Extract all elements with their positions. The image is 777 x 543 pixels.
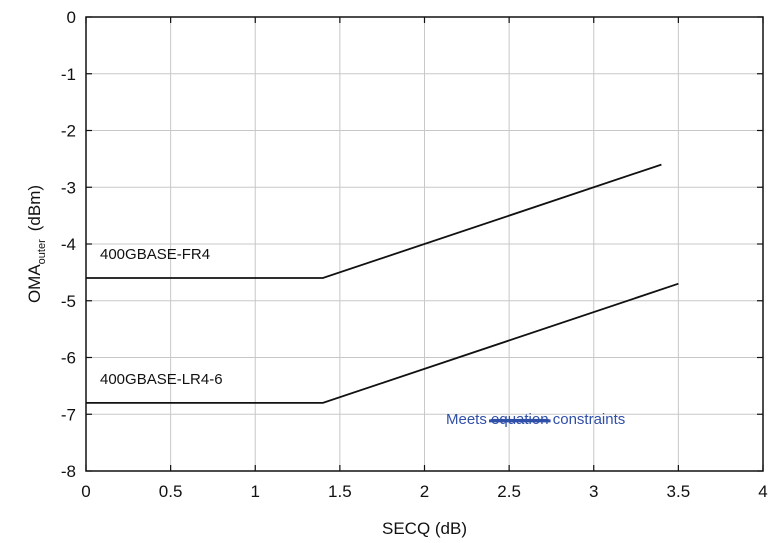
series-label: 400GBASE-LR4-6: [100, 371, 223, 388]
y-tick-label: -3: [61, 178, 76, 197]
x-tick-label: 1.5: [328, 482, 352, 501]
x-tick-label: 4: [758, 482, 767, 501]
x-tick-label: 3.5: [667, 482, 691, 501]
y-axis-label: OMAouter (dBm): [25, 185, 48, 303]
y-tick-labels: 0 -1 -2 -3 -4 -5 -6 -7 -8: [61, 8, 76, 481]
y-tick-label: 0: [67, 8, 76, 27]
series-line: [86, 282, 679, 404]
annotation: Meets equation constraints: [446, 411, 625, 428]
tick-marks: [85, 16, 764, 472]
x-tick-label: 0.5: [159, 482, 183, 501]
annotation-suffix: constraints: [549, 411, 626, 428]
y-tick-label: -1: [61, 65, 76, 84]
annotation-prefix: Meets: [446, 411, 491, 428]
y-axis-label-main: OMA: [25, 264, 44, 303]
y-tick-label: -7: [61, 405, 76, 424]
x-tick-labels: 0 0.5 1 1.5 2 2.5 3 3.5 4: [81, 482, 767, 501]
y-axis-label-unit: (dBm): [25, 185, 44, 231]
x-tick-label: 3: [589, 482, 598, 501]
series-line: [86, 163, 662, 279]
y-tick-label: -8: [61, 462, 76, 481]
series-labels: 400GBASE-FR4 400GBASE-LR4-6: [100, 246, 223, 388]
x-tick-label: 2.5: [497, 482, 521, 501]
y-axis-label-subscript: outer: [36, 239, 48, 264]
x-axis-label: SECQ (dB): [382, 519, 467, 538]
series-label: 400GBASE-FR4: [100, 246, 210, 263]
y-tick-label: -4: [61, 235, 76, 254]
x-tick-label: 1: [251, 482, 260, 501]
series-lines: [86, 163, 679, 404]
y-tick-label: -5: [61, 292, 76, 311]
y-tick-label: -2: [61, 122, 76, 141]
x-tick-label: 2: [420, 482, 429, 501]
y-tick-label: -6: [61, 349, 76, 368]
x-tick-label: 0: [81, 482, 90, 501]
